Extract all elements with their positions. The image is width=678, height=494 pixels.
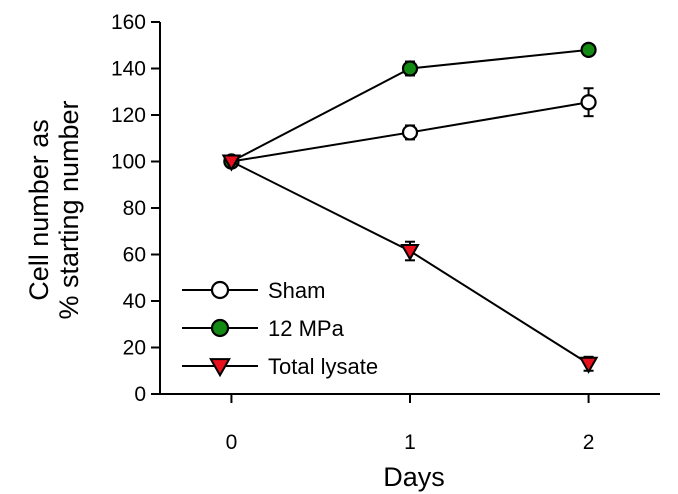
y-tick-label: 120 — [111, 104, 146, 127]
data-point — [580, 94, 597, 111]
x-axis-title: Days — [383, 462, 445, 492]
data-point — [578, 356, 599, 374]
axes: 0 20 40 60 80 100 120 140 160 0 1 2 — [111, 11, 660, 454]
legend-label: 12 MPa — [268, 316, 345, 341]
legend-label: Total lysate — [268, 354, 378, 379]
data-point — [401, 124, 419, 141]
legend-item-total-lysate: Total lysate — [182, 354, 378, 379]
y-tick-label: 140 — [111, 58, 146, 81]
y-tick-label: 160 — [111, 11, 146, 34]
series-12-mpa — [223, 41, 597, 170]
y-tick-label: 80 — [123, 197, 146, 220]
data-point — [400, 243, 420, 262]
series-total-lysate — [221, 154, 599, 374]
legend-label: Sham — [268, 278, 325, 303]
y-tick-label: 40 — [123, 290, 146, 313]
legend-marker — [210, 280, 230, 300]
series-layer — [221, 41, 599, 374]
series-sham — [223, 87, 597, 170]
legend-marker — [209, 358, 231, 378]
legend: Sham 12 MPa Total lysate — [182, 278, 378, 379]
y-axis-title-line-1: Cell number as — [24, 119, 54, 301]
y-tick-label: 20 — [123, 337, 146, 360]
y-axis-title: Cell number as % starting number — [24, 100, 84, 319]
x-tick-label: 1 — [404, 431, 416, 454]
x-tick-label: 0 — [226, 431, 238, 454]
y-tick-label: 0 — [134, 383, 146, 406]
data-point — [401, 60, 419, 77]
y-tick-label: 60 — [123, 244, 146, 267]
y-tick-label: 100 — [111, 151, 146, 174]
data-point — [221, 154, 242, 172]
y-axis-title-line-2: % starting number — [54, 100, 84, 319]
legend-item-sham: Sham — [182, 278, 325, 303]
x-tick-label: 2 — [583, 431, 595, 454]
data-point — [580, 41, 597, 59]
legend-item-12-mpa: 12 MPa — [182, 316, 345, 341]
legend-marker — [210, 318, 230, 338]
